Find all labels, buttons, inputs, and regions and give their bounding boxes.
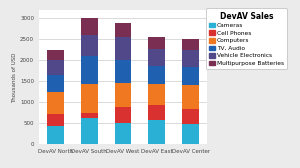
Bar <box>81 56 98 84</box>
Bar <box>46 114 64 126</box>
Bar <box>115 83 131 107</box>
Bar <box>115 60 131 83</box>
Bar <box>81 35 98 56</box>
Bar <box>148 84 165 106</box>
Bar <box>148 37 165 49</box>
Bar <box>46 60 64 75</box>
Bar <box>46 75 64 92</box>
Bar <box>182 67 200 85</box>
Bar <box>81 118 98 144</box>
Bar <box>148 120 165 144</box>
Bar <box>46 126 64 144</box>
Y-axis label: Thousands of USD: Thousands of USD <box>12 52 17 102</box>
Bar <box>46 92 64 114</box>
Bar <box>148 49 165 66</box>
Bar <box>115 107 131 123</box>
Bar <box>182 85 200 109</box>
Bar <box>115 23 131 37</box>
Bar <box>182 39 200 50</box>
Bar <box>46 50 64 60</box>
Bar <box>81 84 98 113</box>
Bar <box>81 18 98 35</box>
Bar <box>115 123 131 144</box>
Bar <box>182 50 200 67</box>
Bar <box>148 106 165 120</box>
Bar <box>148 66 165 84</box>
Legend: Cameras, Cell Phones, Computers, TV, Audio, Vehicle Electronics, Multipurpose Ba: Cameras, Cell Phones, Computers, TV, Aud… <box>206 8 287 69</box>
Bar <box>182 124 200 144</box>
Bar <box>115 37 131 60</box>
Bar <box>81 113 98 118</box>
Bar <box>182 109 200 124</box>
